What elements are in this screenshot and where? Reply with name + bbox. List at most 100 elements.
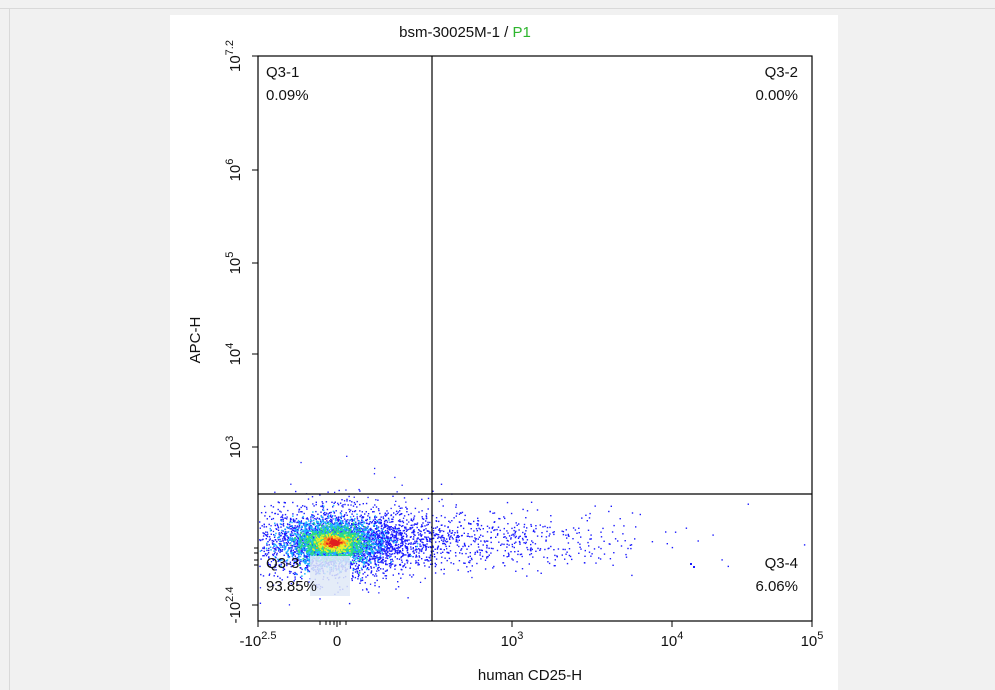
event-dot xyxy=(392,535,394,538)
event-dot xyxy=(517,553,519,556)
event-dot xyxy=(262,532,264,534)
event-dot xyxy=(391,533,393,535)
event-dot xyxy=(460,525,462,527)
event-dot xyxy=(402,525,404,527)
event-dot xyxy=(310,526,312,528)
event-dot xyxy=(418,563,420,566)
event-dot xyxy=(417,537,419,539)
event-dot xyxy=(317,549,319,551)
event-dot xyxy=(386,570,388,572)
event-dot xyxy=(310,550,312,552)
event-dot xyxy=(268,523,270,526)
event-dot xyxy=(356,551,358,554)
event-dot xyxy=(439,536,441,539)
event-dot xyxy=(294,525,296,527)
event-dot xyxy=(342,529,344,531)
event-dot xyxy=(302,515,304,518)
event-dot xyxy=(374,584,376,587)
event-dot xyxy=(376,568,379,570)
event-dot xyxy=(413,529,415,531)
event-dot xyxy=(412,574,415,576)
event-dot xyxy=(446,548,448,550)
event-dot xyxy=(286,518,288,520)
event-dot xyxy=(372,557,374,559)
event-dot xyxy=(503,527,505,530)
event-dot xyxy=(516,561,518,563)
event-dot xyxy=(278,564,280,566)
event-dot xyxy=(274,551,276,553)
event-dot xyxy=(430,532,432,534)
event-dot xyxy=(462,527,465,530)
event-dot xyxy=(269,515,271,518)
event-dot xyxy=(400,533,403,535)
event-dot xyxy=(387,538,390,541)
event-dot xyxy=(380,538,382,540)
event-dot xyxy=(276,554,278,556)
event-dot xyxy=(260,558,262,560)
event-dot xyxy=(289,533,292,535)
event-dot xyxy=(352,576,354,578)
event-dot xyxy=(424,565,426,567)
event-dot xyxy=(296,541,298,543)
event-dot xyxy=(470,557,473,560)
event-dot xyxy=(405,554,407,556)
event-dot xyxy=(381,531,383,533)
event-dot xyxy=(564,558,566,560)
event-dot xyxy=(275,532,277,535)
event-dot xyxy=(412,548,414,550)
event-dot xyxy=(526,539,529,541)
event-dot xyxy=(300,506,302,509)
event-dot xyxy=(424,536,426,538)
event-dot xyxy=(305,556,307,558)
event-dot xyxy=(507,523,509,525)
event-dot xyxy=(387,526,389,528)
event-dot xyxy=(519,553,522,556)
event-dot xyxy=(264,505,266,508)
event-dot xyxy=(309,523,311,525)
event-dot xyxy=(506,556,508,558)
event-dot xyxy=(354,510,357,512)
event-dot xyxy=(264,515,266,517)
event-dot xyxy=(378,509,380,512)
event-dot xyxy=(307,523,310,525)
event-dot xyxy=(402,541,404,543)
event-dot xyxy=(546,530,548,533)
event-dot xyxy=(350,524,353,526)
event-dot xyxy=(377,508,380,510)
event-dot xyxy=(273,545,275,547)
event-dot xyxy=(366,552,368,555)
event-dot xyxy=(281,550,283,552)
event-dot xyxy=(613,524,615,527)
event-dot xyxy=(375,575,378,577)
event-dot xyxy=(344,554,347,556)
event-dot xyxy=(425,528,427,530)
event-dot xyxy=(375,565,377,567)
event-dot xyxy=(282,524,284,526)
event-dot xyxy=(469,523,472,525)
event-dot xyxy=(377,567,379,569)
event-dot xyxy=(332,515,334,517)
event-dot xyxy=(282,520,284,522)
event-dot xyxy=(302,505,304,507)
event-dot xyxy=(373,538,375,540)
event-dot xyxy=(539,549,541,551)
event-dot xyxy=(272,543,274,545)
event-dot xyxy=(357,555,359,557)
event-dot xyxy=(298,511,300,513)
event-dot xyxy=(394,504,396,506)
event-dot xyxy=(429,557,431,559)
event-dot xyxy=(524,533,526,536)
event-dot xyxy=(506,543,508,545)
event-dot xyxy=(440,568,442,571)
event-dot xyxy=(665,531,667,533)
event-dot xyxy=(319,598,321,600)
event-dot xyxy=(365,540,367,542)
event-dot xyxy=(424,545,427,548)
event-dot xyxy=(298,557,300,559)
event-dot xyxy=(330,514,332,516)
event-dot xyxy=(359,522,361,525)
event-dot xyxy=(302,545,304,547)
event-dot xyxy=(328,515,330,517)
event-dot xyxy=(328,523,330,526)
event-dot xyxy=(503,543,505,546)
